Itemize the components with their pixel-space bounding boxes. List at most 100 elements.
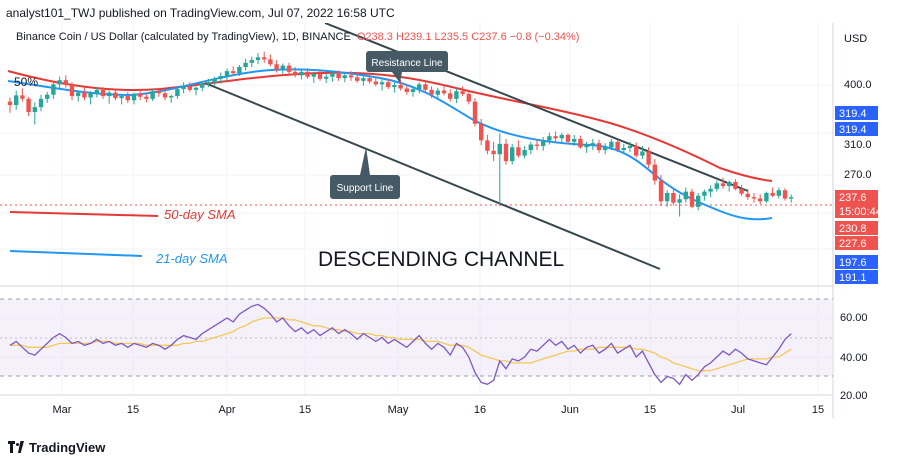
- sma50-legend-line: [9, 211, 159, 217]
- candle: [652, 159, 657, 185]
- candle: [262, 51, 267, 63]
- resistance-label: Resistance Line: [371, 58, 443, 69]
- candle: [702, 189, 707, 201]
- candle: [348, 71, 354, 81]
- candle: [169, 94, 174, 103]
- candle: [113, 90, 118, 101]
- candle: [466, 90, 471, 105]
- candle: [751, 193, 757, 203]
- svg-text:197.6: 197.6: [839, 257, 867, 269]
- candle: [404, 84, 409, 95]
- candle: [491, 141, 496, 162]
- published-by-header: analyst101_TWJ published on TradingView.…: [6, 6, 395, 20]
- candle: [193, 86, 199, 96]
- candle: [125, 91, 130, 103]
- candle: [460, 86, 465, 97]
- candle: [373, 77, 378, 87]
- candle: [720, 177, 726, 189]
- candle: [503, 139, 509, 165]
- candle: [175, 87, 180, 99]
- candle: [479, 118, 484, 146]
- candle: [299, 69, 304, 80]
- svg-text:230.8: 230.8: [839, 223, 867, 235]
- candle: [789, 194, 794, 203]
- candle: [615, 139, 620, 153]
- price-label: 227.6: [835, 236, 878, 250]
- time-axis[interactable]: Mar 15 Apr 15 May 16 Jun 15 Jul 15: [53, 404, 825, 416]
- candle: [69, 82, 75, 101]
- candle: [472, 98, 478, 127]
- candle: [683, 187, 688, 203]
- candle: [782, 188, 788, 201]
- time-tick: Jul: [731, 404, 745, 416]
- candle: [454, 88, 459, 103]
- candle: [361, 75, 366, 86]
- svg-text:237.6: 237.6: [839, 192, 867, 204]
- time-tick: Mar: [53, 404, 72, 416]
- candle: [392, 82, 397, 93]
- price-label: 197.6: [835, 255, 878, 269]
- candle: [63, 75, 68, 88]
- price-labels: 319.4 319.4 237.6 15:00:44 230.8 227.6 197.6 19…: [835, 106, 882, 284]
- candle: [76, 90, 81, 102]
- candle: [107, 90, 112, 104]
- sma21-line: [7, 68, 773, 221]
- candle: [311, 71, 316, 83]
- candle: [522, 145, 527, 159]
- rsi-axis[interactable]: 60.00 40.00 20.00: [840, 312, 868, 402]
- sma21-label: 21-day SMA: [155, 251, 228, 266]
- candle: [88, 91, 93, 105]
- time-tick: 15: [127, 404, 139, 416]
- candle: [590, 139, 595, 151]
- candle: [162, 90, 168, 101]
- candle: [200, 80, 205, 92]
- rsi-tick: 40.00: [840, 352, 868, 364]
- candle: [547, 132, 552, 145]
- tradingview-footer[interactable]: TradingView: [8, 436, 105, 458]
- candle: [677, 194, 682, 217]
- candle: [138, 89, 143, 101]
- candle: [45, 91, 50, 103]
- price-tick: 310.0: [844, 139, 872, 151]
- candle: [516, 140, 521, 158]
- candle: [181, 82, 186, 94]
- candle: [497, 133, 502, 207]
- sma21-legend-line: [9, 250, 143, 257]
- candle: [733, 179, 738, 191]
- candle: [429, 86, 434, 99]
- candle: [317, 70, 323, 81]
- time-tick: 15: [812, 404, 824, 416]
- time-tick: 16: [474, 404, 486, 416]
- candle: [255, 53, 261, 65]
- candle: [640, 145, 645, 160]
- candle: [274, 60, 279, 73]
- candle: [572, 134, 577, 146]
- candle: [410, 86, 416, 97]
- svg-text:191.1: 191.1: [839, 272, 867, 284]
- candle: [386, 78, 391, 90]
- tradingview-brand: TradingView: [29, 439, 106, 455]
- candle: [689, 188, 695, 209]
- price-label: 230.8: [835, 221, 878, 235]
- resistance-callout[interactable]: Resistance Line: [366, 51, 448, 83]
- candle: [20, 88, 25, 102]
- candle: [441, 85, 447, 96]
- svg-text:227.6: 227.6: [839, 238, 867, 250]
- candle: [485, 134, 490, 155]
- price-axis[interactable]: USD 400.0 310.0 270.0: [844, 33, 872, 181]
- candle: [671, 188, 676, 206]
- candle: [286, 62, 292, 75]
- candle: [324, 73, 329, 83]
- candle: [603, 143, 608, 155]
- candlestick-chart[interactable]: Binance Coin / US Dollar (calculated by …: [0, 23, 900, 436]
- candle: [305, 68, 310, 79]
- candle: [770, 187, 775, 198]
- candle: [100, 87, 106, 99]
- candle: [243, 58, 248, 71]
- candle: [57, 76, 62, 89]
- candle: [584, 141, 589, 153]
- support-callout[interactable]: Support Line: [330, 147, 400, 199]
- candle: [565, 133, 571, 144]
- candle: [658, 175, 664, 207]
- candle: [280, 63, 285, 74]
